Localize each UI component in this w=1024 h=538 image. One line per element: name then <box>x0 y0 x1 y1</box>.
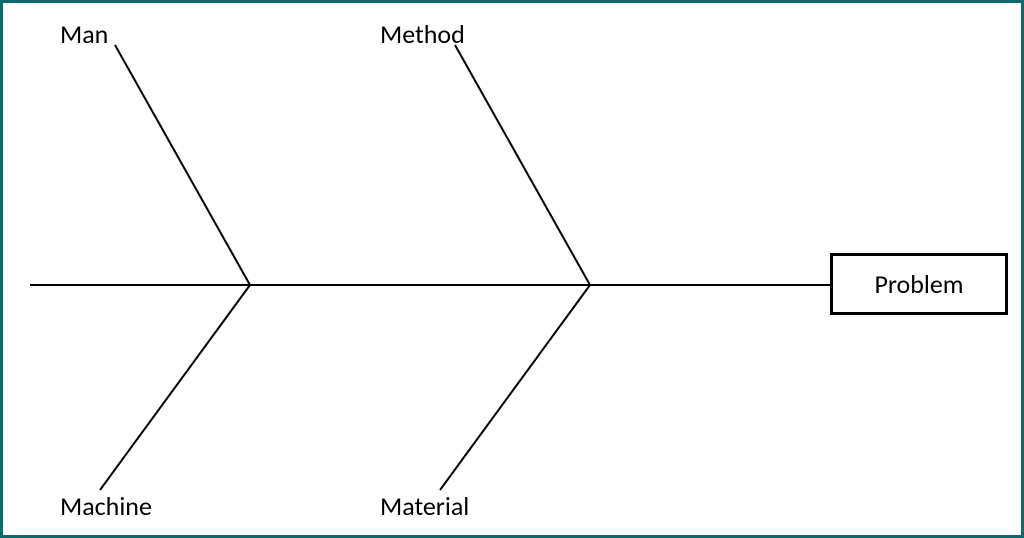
bone-machine <box>100 285 250 490</box>
bone-method <box>455 45 590 285</box>
label-material: Material <box>380 490 469 522</box>
bone-material <box>440 285 590 490</box>
label-man: Man <box>60 18 108 50</box>
problem-label: Problem <box>874 268 963 300</box>
bone-man <box>115 45 250 285</box>
problem-box: Problem <box>830 253 1008 315</box>
label-method: Method <box>380 18 465 50</box>
label-machine: Machine <box>60 490 152 522</box>
